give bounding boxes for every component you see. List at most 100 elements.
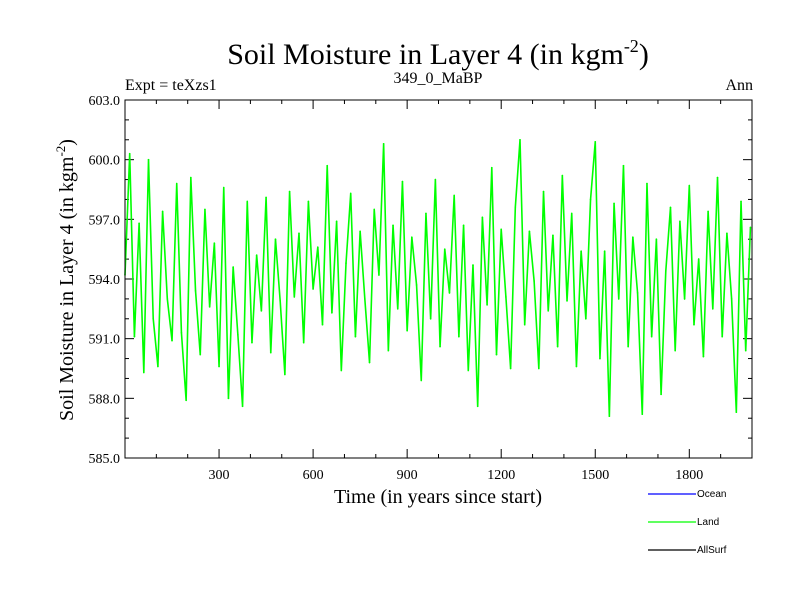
y-axis-label: Soil Moisture in Layer 4 (in kgm-2) (53, 139, 78, 421)
data-point (190, 176, 192, 179)
data-point (147, 158, 150, 161)
data-point (641, 413, 644, 416)
data-point (307, 200, 310, 203)
data-point (317, 246, 319, 248)
x-tick-label: 900 (397, 468, 418, 483)
season-label: Ann (725, 77, 753, 94)
data-point (255, 254, 258, 256)
data-point (321, 323, 324, 326)
data-point (453, 194, 455, 197)
data-point (500, 228, 503, 231)
data-point (345, 262, 347, 264)
data-point (528, 230, 531, 233)
data-point (495, 353, 498, 356)
data-point (213, 242, 216, 244)
data-point (538, 367, 540, 370)
data-point (726, 232, 728, 235)
data-point (312, 288, 314, 290)
y-tick-label: 597.0 (89, 213, 121, 228)
y-axis-label-sup: -2 (53, 146, 68, 157)
data-point (218, 365, 220, 368)
data-point (519, 138, 521, 141)
data-point (636, 292, 639, 294)
data-point (688, 184, 691, 187)
data-point (622, 164, 625, 167)
data-point (274, 238, 277, 241)
data-point (660, 393, 662, 396)
series-line-land (124, 138, 752, 418)
data-point (547, 310, 550, 312)
data-point (175, 182, 178, 185)
data-point (693, 323, 695, 326)
data-point (364, 298, 366, 300)
axis-ticks: 300 600 900 1200 1500 1800 585.0 588.0 591.0 594.… (89, 94, 752, 483)
data-point (349, 192, 352, 195)
data-point (128, 152, 131, 155)
x-tick-label: 300 (209, 468, 230, 483)
data-point (542, 190, 545, 193)
chart-title: Soil Moisture in Layer 4 (in kgm-2) (227, 36, 649, 71)
expt-label: Expt = teXzs1 (125, 77, 217, 94)
y-tick-label: 600.0 (89, 154, 121, 169)
data-point (232, 266, 234, 268)
plot-frame (124, 99, 753, 459)
data-point (171, 339, 173, 342)
data-point (467, 369, 470, 372)
data-point (138, 222, 140, 225)
x-tick-label: 1800 (675, 468, 703, 483)
x-axis-label: Time (in years since start) (334, 486, 542, 508)
data-point (716, 176, 719, 179)
data-point (298, 232, 300, 235)
data-point (669, 206, 672, 209)
data-point (552, 234, 554, 237)
data-point (359, 230, 361, 233)
data-point (340, 369, 343, 372)
data-point (679, 220, 681, 223)
data-point (443, 248, 446, 250)
chart-title-main: Soil Moisture in Layer 4 (in kgm (227, 38, 624, 71)
data-point (523, 323, 526, 326)
data-point (613, 202, 615, 205)
chart-title-tail: ) (639, 38, 649, 71)
data-point (646, 182, 648, 185)
data-point (284, 373, 286, 376)
data-point (434, 178, 437, 181)
data-point (608, 415, 611, 418)
data-point (599, 357, 601, 360)
data-point (392, 224, 394, 227)
legend-label-land: Land (697, 517, 719, 528)
data-point (505, 296, 507, 298)
data-point (373, 208, 376, 211)
data-point (401, 180, 404, 183)
data-point (730, 298, 733, 300)
data-point (533, 280, 535, 282)
data-point (603, 250, 606, 252)
data-point (589, 198, 592, 201)
x-tick-label: 1200 (487, 468, 515, 483)
data-point (157, 365, 159, 368)
data-point (288, 190, 291, 193)
data-point (382, 142, 385, 145)
data-point (594, 140, 597, 143)
y-tick-label: 594.0 (89, 273, 121, 288)
y-tick-label: 585.0 (89, 452, 121, 467)
data-point (570, 212, 573, 215)
data-point (566, 300, 568, 302)
data-point (185, 399, 187, 402)
data-point (683, 298, 686, 300)
data-point (514, 206, 517, 209)
data-point (302, 341, 305, 344)
data-point (712, 308, 714, 310)
data-point (204, 208, 206, 211)
data-point (241, 405, 244, 408)
data-point (697, 258, 700, 260)
y-tick-label: 588.0 (89, 392, 121, 407)
data-point (251, 341, 253, 344)
data-point (378, 274, 380, 276)
data-point (227, 397, 230, 400)
x-tick-label: 1500 (581, 468, 609, 483)
data-point (702, 355, 705, 358)
y-axis-label-main: Soil Moisture in Layer 4 (in kgm (56, 156, 78, 421)
legend-label-ocean: Ocean (697, 489, 726, 500)
